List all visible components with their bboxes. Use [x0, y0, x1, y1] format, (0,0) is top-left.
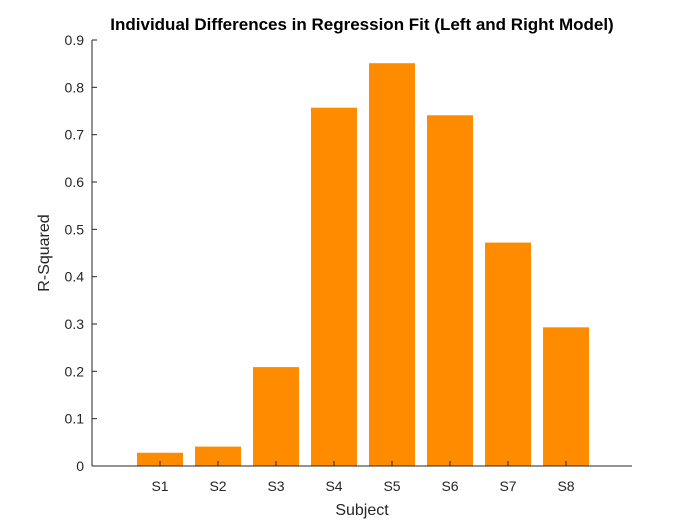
- x-tick-label: S8: [557, 478, 574, 494]
- y-tick-label: 0.9: [65, 32, 85, 48]
- x-axis-label: Subject: [335, 502, 389, 519]
- x-tick-label: S1: [151, 478, 168, 494]
- y-tick-label: 0.4: [65, 269, 85, 285]
- x-axis-ticks: S1 S2 S3 S4 S5 S6 S7 S8: [151, 461, 575, 494]
- x-tick-label: S3: [267, 478, 284, 494]
- y-axis-label: R-Squared: [36, 214, 53, 291]
- y-axis-ticks: 0 0.1 0.2 0.3 0.4 0.5 0.6 0.7 0.8 0.9: [65, 32, 97, 474]
- bar-s5: [369, 63, 415, 467]
- y-tick-label: 0.1: [65, 411, 85, 427]
- y-tick-label: 0.2: [65, 363, 85, 379]
- bar-s7: [485, 242, 531, 466]
- x-tick-label: S4: [325, 478, 342, 494]
- bar-s4: [311, 107, 357, 466]
- y-tick-label: 0.7: [65, 127, 85, 143]
- chart-title: Individual Differences in Regression Fit…: [110, 15, 613, 34]
- bar-group: [137, 63, 589, 467]
- bar-s1: [137, 452, 183, 466]
- bar-s8: [543, 327, 589, 466]
- bar-s3: [253, 367, 299, 466]
- y-tick-label: 0.3: [65, 316, 85, 332]
- bar-s2: [195, 446, 241, 466]
- x-tick-label: S5: [383, 478, 400, 494]
- x-tick-label: S6: [441, 478, 458, 494]
- y-tick-label: 0: [76, 458, 84, 474]
- x-tick-label: S2: [209, 478, 226, 494]
- y-tick-label: 0.5: [65, 221, 85, 237]
- x-tick-label: S7: [499, 478, 516, 494]
- bar-s6: [427, 115, 473, 466]
- y-tick-label: 0.6: [65, 174, 85, 190]
- y-tick-label: 0.8: [65, 79, 85, 95]
